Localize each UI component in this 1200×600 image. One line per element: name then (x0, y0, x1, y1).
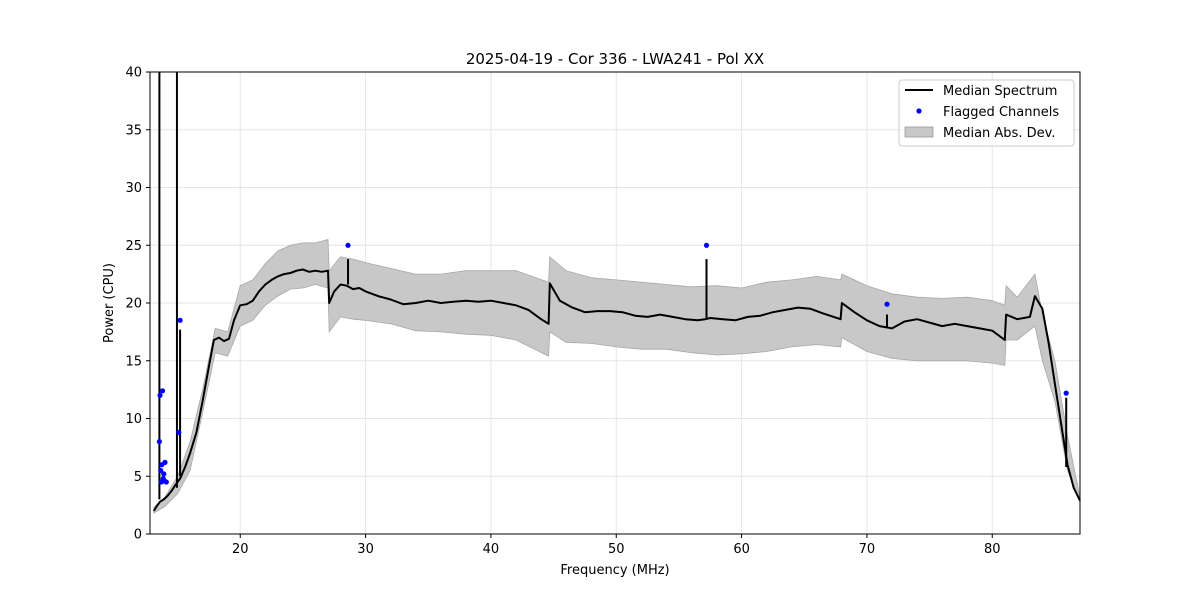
x-tick-label: 80 (984, 542, 1001, 557)
y-tick-label: 35 (125, 123, 142, 138)
x-tick-label: 20 (232, 542, 249, 557)
legend-box (898, 79, 1075, 147)
y-tick-label: 40 (125, 66, 142, 81)
legend: Median Spectrum Flagged Channels Median … (898, 79, 1075, 147)
flagged-channel-point (345, 242, 351, 248)
flagged-channel-point (703, 242, 710, 248)
y-tick-label: 20 (125, 297, 142, 312)
legend-band-swatch (904, 126, 934, 138)
flagged-channel-point (158, 467, 164, 474)
y-tick-label: 15 (125, 354, 142, 369)
y-tick-label: 10 (125, 412, 142, 427)
flagged-channel-point (176, 429, 182, 435)
y-tick-label: 30 (125, 181, 142, 196)
x-tick-label: 50 (608, 542, 625, 557)
flagged-channel-point (177, 317, 183, 323)
flagged-channel-point (156, 439, 162, 445)
legend-label-median-spectrum: Median Spectrum (943, 84, 1057, 99)
flagged-channel-point (157, 392, 163, 398)
flagged-channel-point (162, 459, 168, 465)
median-spectrum-line (152, 268, 1081, 512)
x-tick-label: 30 (357, 542, 374, 557)
flagged-channel-point (159, 388, 166, 394)
x-axis-label: Frequency (MHz) (560, 563, 669, 578)
flagged-channel-point (884, 301, 890, 307)
y-tick-label: 0 (134, 528, 142, 543)
flagged-channels (156, 242, 1069, 485)
flagged-channel-point (1063, 390, 1069, 396)
x-tick-label: 70 (859, 542, 876, 557)
median-spectrum-path (152, 268, 1081, 512)
legend-label-flagged-channels: Flagged Channels (943, 105, 1059, 120)
y-axis-label: Power (CPU) (102, 263, 117, 343)
x-tick-label: 60 (733, 542, 750, 557)
flagged-channel-point (161, 471, 167, 477)
spikes-group (158, 72, 1068, 500)
legend-marker-swatch (916, 108, 922, 114)
x-tick-label: 40 (483, 542, 500, 557)
x-axis-ticks: 20 30 40 50 60 70 80 (232, 534, 1001, 557)
y-tick-label: 5 (134, 470, 142, 485)
chart-title: 2025-04-19 - Cor 336 - LWA241 - Pol XX (466, 50, 764, 68)
y-tick-label: 25 (125, 239, 142, 254)
flagged-channel-point (163, 479, 169, 485)
y-axis-ticks: 0 5 10 15 20 25 30 35 40 (125, 66, 150, 543)
legend-label-median-abs-dev: Median Abs. Dev. (943, 126, 1055, 141)
